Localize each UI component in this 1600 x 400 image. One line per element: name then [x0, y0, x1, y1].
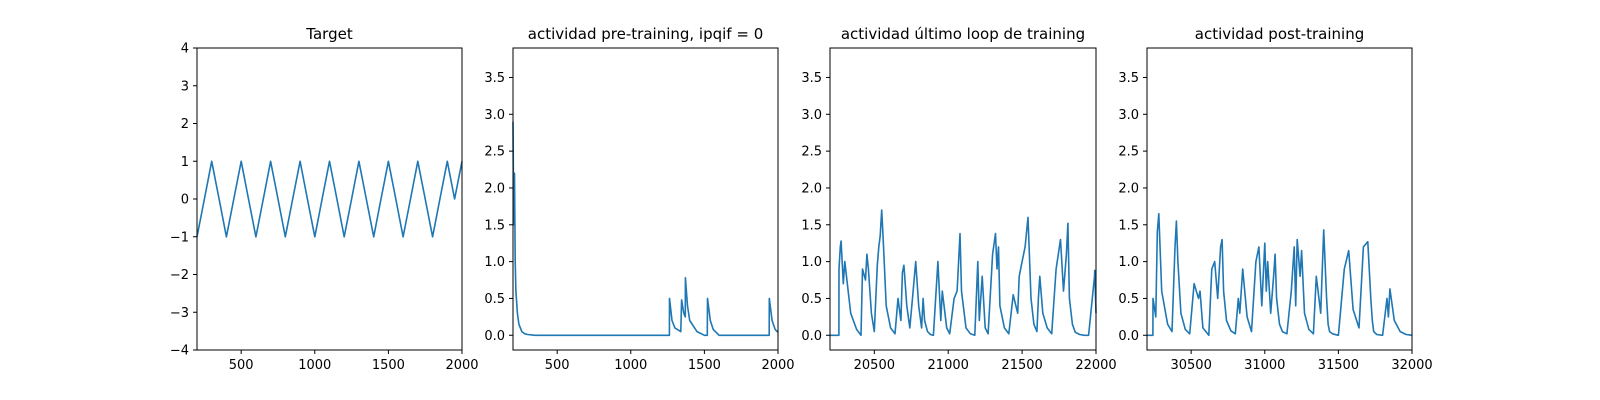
y-tick-label: 3.0: [484, 108, 505, 123]
y-tick-label: 1.5: [801, 218, 822, 233]
x-tick-label: 1500: [372, 358, 405, 373]
series-line-1: [1147, 212, 1413, 337]
x-tick-label: 1000: [614, 358, 647, 373]
y-tick-label: −2: [170, 268, 189, 283]
x-tick-label: 31500: [1318, 358, 1359, 373]
y-tick-label: 4: [181, 42, 189, 57]
x-tick-label: 31000: [1244, 358, 1285, 373]
y-tick-label: 1.5: [484, 218, 505, 233]
series-line-1: [512, 121, 779, 337]
chart-panel-4: actividad post-training 30500 31000 31500 32…: [1118, 25, 1432, 373]
y-tick-label: 0: [181, 193, 189, 208]
y-tick-label: 2.5: [1118, 145, 1139, 160]
y-tick-label: 0.5: [801, 292, 822, 307]
x-tick-label: 22000: [1075, 358, 1116, 373]
chart-panel-3: actividad último loop de training 20500 21…: [801, 25, 1116, 373]
y-tick-label: 0.0: [484, 329, 505, 344]
y-tick-label: 1.0: [1118, 255, 1139, 270]
chart-title: actividad pre-training, ipqif = 0: [528, 25, 764, 43]
chart-title: actividad último loop de training: [841, 25, 1085, 43]
plot-frame: [512, 47, 779, 351]
y-tick-label: 2.0: [801, 181, 822, 196]
x-tick-label: 1500: [688, 358, 721, 373]
series-line-1: [196, 160, 463, 238]
y-tick-label: 0.5: [1118, 292, 1139, 307]
plot-frame: [829, 47, 1097, 351]
chart-title: actividad post-training: [1195, 25, 1364, 43]
plot-frame: [1146, 47, 1413, 351]
y-tick-label: 0.0: [1118, 329, 1139, 344]
x-tick-label: 20500: [854, 358, 895, 373]
y-tick-label: 2.0: [484, 181, 505, 196]
series-line-1: [830, 209, 1097, 337]
y-tick-label: 3.5: [484, 71, 505, 86]
y-tick-label: 0.5: [484, 292, 505, 307]
x-tick-label: 21500: [1001, 358, 1042, 373]
chart-panel-2: actividad pre-training, ipqif = 0 500 1000…: [484, 25, 794, 373]
chart-panel-1: Target 500 1000 1500 2000 −4 −3 −2 −1 0 1 2 3 4: [170, 25, 479, 373]
y-tick-label: 1.0: [484, 255, 505, 270]
y-tick-label: 3.0: [801, 108, 822, 123]
y-tick-label: −3: [170, 306, 189, 321]
x-tick-label: 21000: [928, 358, 969, 373]
chart-title: Target: [305, 25, 353, 43]
y-tick-label: 3.0: [1118, 108, 1139, 123]
y-tick-label: 1: [181, 155, 189, 170]
y-tick-label: −1: [170, 230, 189, 245]
y-tick-label: −4: [170, 344, 189, 359]
y-tick-label: 2.5: [801, 145, 822, 160]
y-tick-label: 2: [181, 117, 189, 132]
x-tick-label: 2000: [445, 358, 478, 373]
x-tick-label: 500: [229, 358, 254, 373]
x-tick-label: 30500: [1170, 358, 1211, 373]
y-tick-label: 3.5: [801, 71, 822, 86]
x-tick-label: 1000: [298, 358, 331, 373]
y-tick-label: 3.5: [1118, 71, 1139, 86]
x-tick-label: 32000: [1391, 358, 1432, 373]
y-tick-label: 2.5: [484, 145, 505, 160]
x-tick-label: 2000: [761, 358, 794, 373]
y-tick-label: 2.0: [1118, 181, 1139, 196]
x-tick-label: 500: [545, 358, 570, 373]
y-tick-label: 0.0: [801, 329, 822, 344]
y-tick-label: 1.5: [1118, 218, 1139, 233]
plot-frame: [196, 47, 463, 351]
y-tick-label: 1.0: [801, 255, 822, 270]
y-tick-label: 3: [181, 79, 189, 94]
